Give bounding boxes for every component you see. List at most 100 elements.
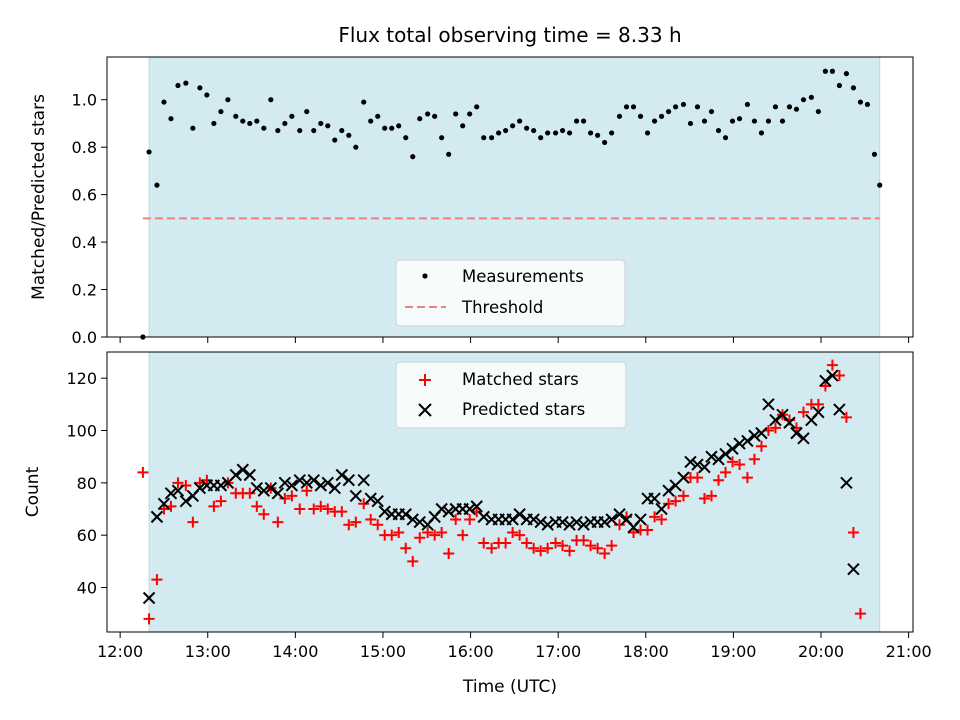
matched-stars-point	[343, 519, 355, 531]
measurements-point	[197, 85, 203, 91]
measurements-point	[375, 113, 381, 119]
predicted-stars-point	[762, 398, 775, 411]
matched-stars-point	[663, 498, 675, 510]
matched-stars-point	[840, 411, 852, 423]
measurements-point	[204, 92, 210, 98]
predicted-stars-point	[769, 413, 782, 427]
measurements-point	[715, 127, 722, 134]
matched-stars-point	[137, 466, 149, 478]
predicted-stars-point	[307, 474, 320, 487]
measurements-point	[871, 151, 878, 157]
matched-stars-point	[336, 506, 348, 518]
count-y-axis-label: Count	[23, 466, 43, 517]
measurements-point	[644, 130, 651, 136]
predicted-stars-point	[527, 513, 540, 526]
matched-stars-point	[854, 608, 866, 620]
predicted-stars-point	[179, 494, 193, 508]
measurements-point	[453, 111, 459, 117]
predicted-stars-point	[541, 518, 554, 531]
predicted-stars-point	[349, 489, 363, 503]
x-axis-label: Time (UTC)	[462, 677, 557, 697]
measurements-point	[154, 182, 160, 188]
measurements-point	[793, 106, 800, 112]
measurements-point	[877, 182, 883, 188]
ratio-y-tick-label: 0.8	[72, 138, 97, 157]
measurements-point	[353, 144, 359, 150]
matched-stars-point	[656, 513, 668, 525]
measurements-point	[510, 123, 516, 129]
predicted-stars-point	[819, 374, 832, 387]
matched-stars-point	[628, 527, 640, 539]
matched-stars-point	[301, 485, 313, 497]
matched-stars-point	[478, 537, 490, 549]
matched-stars-point	[642, 524, 654, 536]
measurements-point	[815, 108, 821, 115]
predicted-legend-label: Predicted stars	[462, 400, 585, 419]
predicted-stars-point	[783, 416, 796, 429]
count-y-tick-label: 80	[77, 474, 97, 493]
measurements-point	[623, 104, 630, 110]
predicted-stars-point	[847, 562, 860, 576]
measurements-point	[566, 130, 573, 136]
matched-stars-point	[350, 516, 362, 528]
predicted-stars-point	[321, 476, 334, 490]
predicted-stars-point	[797, 432, 810, 445]
measurements-point	[425, 111, 431, 117]
count-x-tick-label: 15:00	[360, 642, 406, 661]
matched-stars-point	[691, 472, 703, 484]
measurements-point	[637, 113, 644, 119]
matched-stars-point	[713, 474, 725, 486]
matched-stars-point	[755, 440, 767, 452]
measurements-point	[361, 99, 367, 105]
measurements-legend-label: Measurements	[462, 267, 584, 286]
measurements-point	[772, 104, 779, 110]
measurements-point	[318, 120, 324, 127]
measurements-point	[758, 130, 765, 136]
matched-stars-point	[649, 511, 661, 523]
predicted-stars-point	[371, 494, 384, 508]
predicted-stars-point	[506, 513, 519, 526]
matched-stars-point	[272, 516, 284, 528]
measurements-point	[346, 132, 352, 138]
matched-stars-point	[251, 500, 263, 512]
matched-legend-label: Matched stars	[462, 370, 579, 389]
predicted-stars-point	[648, 492, 661, 505]
measurements-point	[368, 118, 374, 124]
measurements-point	[417, 116, 423, 122]
predicted-stars-point	[470, 500, 483, 513]
count-legend-box	[395, 361, 627, 429]
predicted-stars-point	[733, 437, 746, 450]
ratio-legend: Measurements Threshold	[395, 259, 626, 327]
matched-stars-point	[308, 503, 320, 515]
predicted-stars-point	[278, 476, 292, 490]
measurements-point	[609, 130, 615, 136]
predicted-stars-point	[229, 468, 242, 482]
measurements-point	[311, 127, 317, 134]
measurements-point	[146, 149, 152, 155]
measurements-point	[687, 120, 694, 127]
matched-stars-point	[422, 527, 434, 539]
predicted-stars-point	[435, 502, 448, 516]
matched-stars-point	[812, 398, 824, 410]
count-y-tick-label: 60	[77, 526, 97, 545]
measurements-point	[233, 113, 239, 119]
measurements-point	[218, 108, 224, 115]
measurements-point	[729, 118, 736, 124]
count-y-tick-label: 120	[66, 369, 97, 388]
matched-stars-point	[143, 613, 155, 625]
measurements-point	[275, 127, 281, 134]
predicted-stars-point	[193, 481, 207, 495]
matched-stars-point	[847, 527, 859, 539]
matched-stars-point	[557, 540, 569, 552]
measurements-point	[651, 118, 658, 124]
predicted-stars-point	[726, 442, 739, 456]
measurements-point	[240, 118, 246, 124]
measurements-point	[829, 68, 836, 74]
matched-stars-point	[407, 555, 419, 567]
measurements-point	[524, 125, 530, 131]
measurements-point	[304, 108, 310, 115]
predicted-stars-point	[142, 591, 156, 605]
matched-stars-point	[741, 472, 753, 484]
predicted-stars-point	[513, 508, 526, 521]
predicted-stars-point	[364, 492, 377, 505]
